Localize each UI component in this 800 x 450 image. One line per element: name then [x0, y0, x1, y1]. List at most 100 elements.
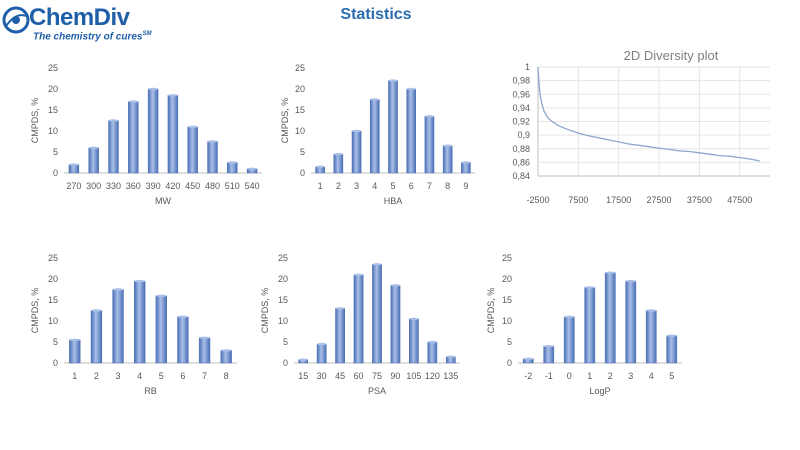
bar	[167, 95, 179, 174]
bar	[406, 88, 417, 174]
x-tick-label: 540	[245, 181, 260, 191]
y-tick-label: 10	[295, 126, 305, 136]
bar-top	[446, 355, 456, 358]
bar-top	[68, 163, 79, 166]
bar-top	[424, 115, 434, 118]
bar-top	[128, 100, 139, 103]
bar	[335, 308, 345, 364]
y-axis-label: CMPDS, %	[260, 288, 270, 334]
bar	[351, 130, 362, 174]
bar	[207, 141, 218, 174]
bar	[369, 99, 380, 174]
y-tick-label: 0	[300, 168, 305, 178]
bar	[424, 116, 435, 174]
bar-top	[523, 357, 534, 360]
x-tick-label: 45	[335, 371, 345, 381]
bar-top	[388, 79, 398, 82]
bar	[584, 287, 596, 364]
bar-top	[461, 161, 471, 164]
bar-top	[88, 146, 99, 149]
x-tick-label: 4	[137, 371, 142, 381]
y-tick-label: 25	[502, 253, 512, 263]
bar	[372, 264, 382, 364]
y-tick-label: 0,86	[512, 157, 530, 167]
x-tick-label: 135	[443, 371, 458, 381]
y-tick-label: 0	[53, 168, 58, 178]
y-tick-label: 25	[48, 253, 58, 263]
y-axis-label: CMPDS, %	[30, 288, 40, 334]
bar-top	[390, 284, 401, 287]
bar	[177, 316, 189, 364]
y-tick-label: 15	[502, 295, 512, 305]
bar	[155, 295, 167, 364]
bar-top	[584, 286, 595, 289]
bar-top	[543, 345, 554, 348]
y-tick-label: 0,84	[512, 171, 530, 181]
plot-background	[500, 45, 780, 215]
bar-top	[406, 87, 416, 91]
x-tick-label: 270	[66, 181, 81, 191]
x-tick-label: 2	[336, 181, 341, 191]
diversity-curve	[537, 66, 761, 162]
y-tick-label: 1	[525, 62, 530, 72]
x-tick-label: 5	[390, 181, 395, 191]
x-axis-label: PSA	[368, 386, 386, 396]
bar-top	[317, 342, 327, 346]
logo-tagline-text: The chemistry of cures	[33, 31, 143, 43]
x-tick-label: 8	[445, 181, 450, 191]
bar	[645, 310, 657, 364]
x-tick-label: 37500	[687, 195, 712, 205]
y-tick-label: 5	[507, 337, 512, 347]
bar	[88, 147, 99, 174]
x-tick-label: 6	[180, 371, 185, 381]
x-tick-label: -1	[545, 371, 553, 381]
bar	[409, 318, 419, 364]
x-tick-label: 47500	[727, 195, 752, 205]
bar-top	[148, 87, 159, 91]
bar-top	[134, 279, 146, 283]
x-tick-label: 7500	[568, 195, 588, 205]
x-tick-label: 510	[225, 181, 240, 191]
bar-top	[69, 338, 81, 342]
y-tick-label: 5	[53, 147, 58, 157]
x-tick-label: 480	[205, 181, 220, 191]
bar-top	[187, 125, 198, 128]
y-tick-label: 0,88	[512, 144, 530, 154]
y-tick-label: 5	[300, 147, 305, 157]
y-tick-label: 0,94	[512, 103, 530, 113]
bar	[388, 80, 398, 174]
y-tick-label: 10	[502, 316, 512, 326]
y-tick-label: 15	[278, 295, 288, 305]
x-tick-label: 420	[165, 181, 180, 191]
bar	[108, 120, 119, 174]
bar	[563, 316, 575, 364]
bar-top	[353, 273, 364, 276]
y-tick-label: 10	[48, 316, 58, 326]
bar	[134, 280, 146, 364]
y-tick-label: 0,9	[517, 130, 530, 140]
bar-top	[199, 336, 210, 339]
y-tick-label: 0,92	[512, 117, 530, 127]
bar-top	[207, 140, 218, 143]
bar	[128, 101, 139, 174]
x-tick-label: 3	[354, 181, 359, 191]
bar	[390, 285, 401, 364]
chemdiv-logo: ChemDiv The chemistry of curesSM	[2, 4, 172, 44]
bar-top	[108, 119, 119, 122]
x-tick-label: -2500	[526, 195, 549, 205]
y-tick-label: 15	[295, 105, 305, 115]
bar	[69, 339, 81, 364]
x-tick-label: 9	[463, 181, 468, 191]
x-tick-label: 30	[317, 371, 327, 381]
y-tick-label: 20	[48, 274, 58, 284]
bar-top	[247, 167, 258, 170]
y-tick-label: 5	[53, 337, 58, 347]
bar	[187, 126, 198, 174]
x-axis-label: HBA	[384, 196, 403, 206]
x-tick-label: 15	[298, 371, 308, 381]
x-tick-label: 1	[318, 181, 323, 191]
bar-top	[227, 161, 238, 164]
bar	[625, 280, 637, 364]
bar	[220, 350, 232, 364]
